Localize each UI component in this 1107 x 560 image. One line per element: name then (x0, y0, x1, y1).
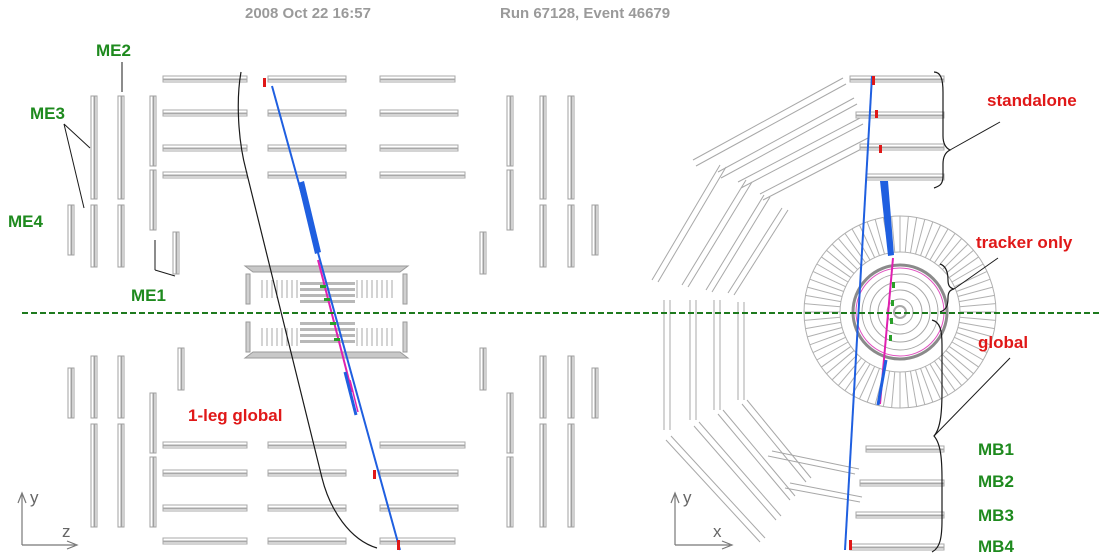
calorimeter-spoke (945, 249, 974, 274)
right-rphi-view: standalone tracker only global MB1 MB2 M… (651, 71, 1077, 556)
calorimeter-spoke (942, 354, 969, 381)
calorimeter-spoke (812, 336, 846, 354)
calorimeter-spoke (807, 286, 843, 297)
calorimeter-spoke (851, 228, 871, 261)
calorimeter-spoke (891, 216, 896, 253)
calorimeter-spoke (826, 350, 855, 375)
mb2-label: MB2 (978, 472, 1014, 491)
muon-track-rphi (844, 75, 895, 551)
calorimeter-spoke (924, 224, 942, 258)
calorimeter-spoke (804, 316, 841, 321)
calorimeter-spoke (821, 256, 852, 278)
run-event-label: Run 67128, Event 46679 (500, 5, 670, 22)
calorimeter-spoke (904, 216, 909, 253)
endcap-chambers-right (479, 95, 599, 528)
calorimeter-spoke (805, 321, 841, 330)
barrel-horizontal-chambers (849, 75, 945, 551)
me2-label: ME2 (96, 41, 131, 60)
calorimeter-spoke (957, 286, 993, 297)
me1-label: ME1 (131, 286, 166, 305)
calorimeter-spoke (954, 270, 988, 288)
calorimeter-spoke (909, 371, 918, 407)
calorimeter-spoke (959, 321, 995, 330)
calorimeter-spoke (929, 363, 949, 396)
calorimeter-spoke (956, 332, 991, 346)
calorimeter-spoke (837, 357, 862, 386)
calorimeter-spoke (874, 219, 885, 255)
calorimeter-spoke (959, 316, 996, 321)
calorimeter-spoke (934, 233, 956, 264)
calorimeter-spoke (934, 360, 956, 391)
calorimeter-spoke (948, 256, 979, 278)
global-label: global (978, 333, 1028, 352)
calorimeter-spoke (816, 341, 849, 361)
axis-x-label-rphi: x (713, 522, 722, 541)
one-leg-global-label: 1-leg global (188, 406, 282, 425)
mb1-label: MB1 (978, 440, 1014, 459)
calorimeter-spoke (909, 217, 918, 253)
endcap-label-leaders (63, 62, 176, 277)
axis-y-label-rz: y (30, 488, 39, 507)
mb4-label: MB4 (978, 537, 1014, 556)
calorimeter-spoke (920, 368, 934, 403)
calorimeter-spoke (915, 219, 926, 255)
calorimeter-spoke (831, 354, 858, 381)
endcap-chambers-left (67, 95, 185, 528)
calorimeter-spoke (945, 350, 974, 375)
me3-label: ME3 (30, 104, 65, 123)
mb3-label: MB3 (978, 506, 1014, 525)
calorimeter-spoke (812, 270, 846, 288)
calorimeter-spoke (904, 371, 909, 408)
calorimeter-spoke (959, 294, 995, 303)
axis-indicator-rz (17, 491, 79, 550)
axis-indicator-rphi (670, 491, 734, 550)
me4-label: ME4 (8, 212, 44, 231)
calorimeter-spoke (866, 368, 880, 403)
calorimeter-spoke (809, 278, 844, 292)
barrel-wheel-chambers (651, 77, 872, 543)
calorimeter-spoke (858, 224, 876, 258)
calorimeter-spoke (938, 238, 963, 267)
calorimeter-spoke (821, 346, 852, 368)
global-track-bracket-rz (237, 71, 378, 549)
calorimeter-spoke (816, 263, 849, 283)
calorimeter-spoke (948, 346, 979, 368)
axis-y-label-rphi: y (683, 488, 692, 507)
calorimeter-spoke (804, 303, 841, 308)
calorimeter-spoke (807, 327, 843, 338)
calorimeter-spoke (959, 303, 996, 308)
timestamp: 2008 Oct 22 16:57 (245, 5, 371, 22)
calorimeter-spoke (951, 341, 984, 361)
calorimeter-spoke (826, 249, 855, 274)
left-rz-view: ME2 ME3 ME4 ME1 1-leg global y z (8, 41, 599, 551)
barrel-chambers-left-bottom (162, 441, 466, 545)
calorimeter-spoke (956, 278, 991, 292)
calorimeter-spoke (809, 332, 844, 346)
calorimeter-spoke (920, 221, 934, 256)
calorimeter-spoke (882, 371, 891, 407)
calorimeter-spoke (915, 369, 926, 405)
calorimeter-spoke (957, 327, 993, 338)
label-leaders-right (933, 121, 1011, 437)
calorimeter-spoke (924, 366, 942, 400)
calorimeter-spoke (805, 294, 841, 303)
calorimeter-spoke (951, 263, 984, 283)
calorimeter-spoke (866, 221, 880, 256)
calorimeter-spoke (942, 243, 969, 270)
axis-z-label-rz: z (62, 522, 71, 541)
calorimeter-spoke (954, 336, 988, 354)
tracker-only-label: tracker only (976, 233, 1073, 252)
calorimeter-spoke (837, 238, 862, 267)
calorimeter-spoke (858, 366, 876, 400)
calorimeter-spoke (929, 228, 949, 261)
calorimeter-spoke (831, 243, 858, 270)
barrel-chambers-left-top (162, 75, 466, 179)
calorimeter-spoke (891, 371, 896, 408)
muon-track-rz (263, 78, 401, 551)
standalone-label: standalone (987, 91, 1077, 110)
